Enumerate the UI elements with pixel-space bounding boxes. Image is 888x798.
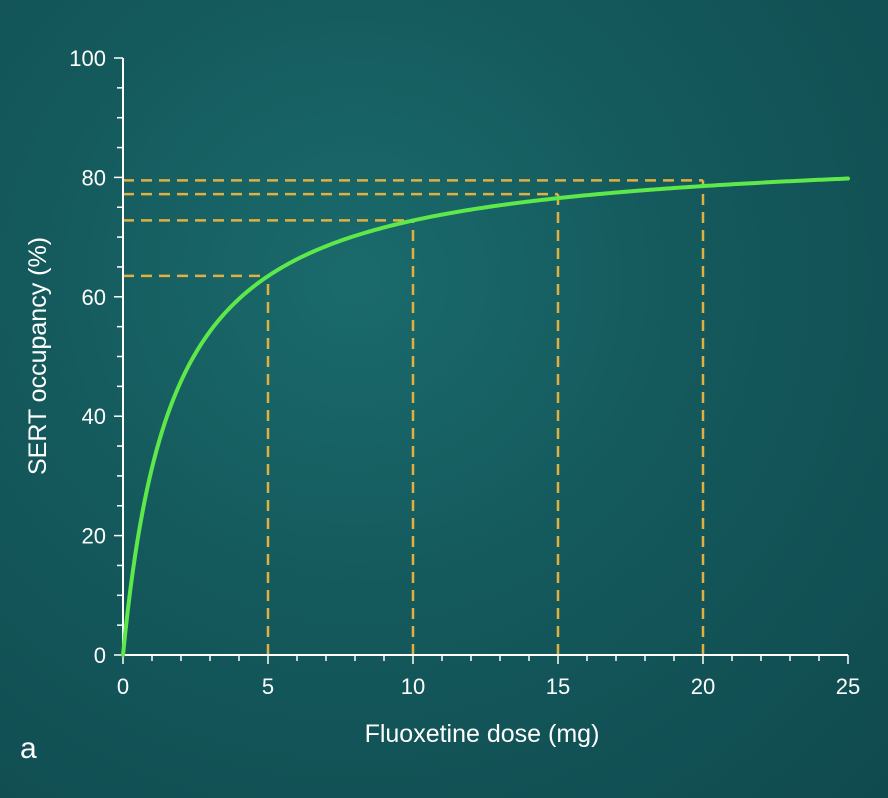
y-tick-label: 0 [94,643,106,668]
y-axis-title: SERT occupancy (%) [24,237,52,475]
panel-label: a [20,732,37,765]
axes [114,57,849,664]
x-tick-label: 15 [546,674,570,699]
x-tick-label: 25 [836,674,860,699]
y-tick-label: 100 [69,46,106,71]
x-axis-title: Fluoxetine dose (mg) [365,720,600,748]
y-tick-label: 40 [82,404,106,429]
x-tick-label: 20 [691,674,715,699]
x-tick-labels: 0 5 10 15 20 25 [117,674,860,699]
y-tick-label: 80 [82,165,106,190]
y-tick-labels: 0 20 40 60 80 100 [69,46,106,668]
y-tick-label: 20 [82,524,106,549]
y-tick-label: 60 [82,285,106,310]
x-tick-label: 10 [401,674,425,699]
occupancy-curve [121,176,850,657]
guide-lines [123,179,705,655]
x-tick-label: 0 [117,674,129,699]
x-tick-label: 5 [262,674,274,699]
